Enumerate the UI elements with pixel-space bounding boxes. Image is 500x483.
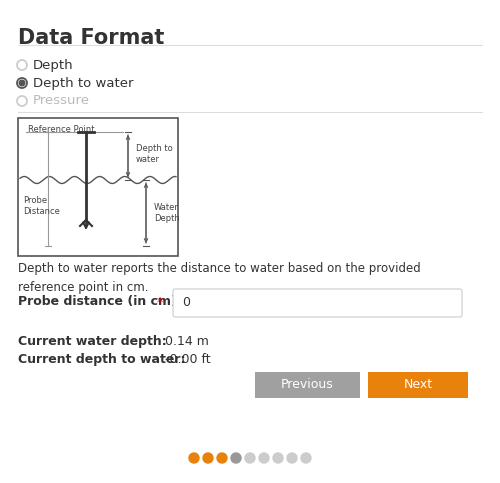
Text: Probe
Distance: Probe Distance [23,196,60,216]
Circle shape [19,80,25,86]
Circle shape [17,96,27,106]
Text: Reference Point: Reference Point [28,125,94,134]
Circle shape [231,453,241,463]
Circle shape [217,453,227,463]
Text: Current water depth:: Current water depth: [18,335,167,348]
Text: Probe distance (in cm):: Probe distance (in cm): [18,296,182,309]
Circle shape [203,453,213,463]
FancyBboxPatch shape [368,372,468,398]
Text: 0.14 m: 0.14 m [165,335,209,348]
Text: Depth to
water: Depth to water [136,143,173,164]
FancyBboxPatch shape [255,372,360,398]
Text: Depth to water reports the distance to water based on the provided
reference poi: Depth to water reports the distance to w… [18,262,421,294]
Circle shape [17,60,27,70]
Text: Water
Depth: Water Depth [154,202,180,224]
Text: Current depth to water:: Current depth to water: [18,353,186,366]
Text: Previous: Previous [280,379,334,392]
Text: *: * [153,296,163,309]
Circle shape [245,453,255,463]
Circle shape [287,453,297,463]
Text: -0.00 ft: -0.00 ft [165,353,210,366]
FancyBboxPatch shape [18,118,178,256]
Circle shape [259,453,269,463]
Circle shape [273,453,283,463]
Text: Depth to water: Depth to water [33,76,134,89]
Circle shape [301,453,311,463]
Circle shape [17,78,27,88]
Text: Next: Next [404,379,432,392]
Text: Depth: Depth [33,58,74,71]
Text: 0: 0 [182,296,190,309]
Circle shape [189,453,199,463]
Text: Pressure: Pressure [33,95,90,108]
FancyBboxPatch shape [173,289,462,317]
Text: Data Format: Data Format [18,28,165,48]
